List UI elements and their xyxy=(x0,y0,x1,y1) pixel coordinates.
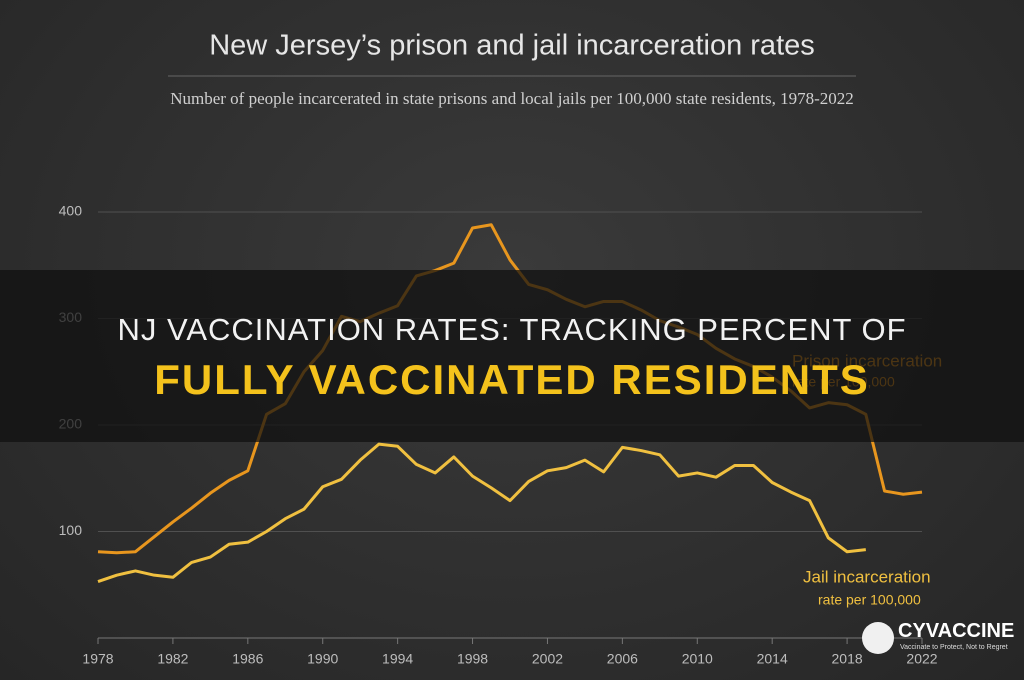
logo xyxy=(862,622,894,654)
brand: CYVACCINE xyxy=(898,620,1015,642)
series-line xyxy=(97,442,866,583)
x-tick-label: 2022 xyxy=(906,651,937,667)
tagline: Vaccinate to Protect, Not to Regret xyxy=(900,644,1008,651)
x-tick-label: 1986 xyxy=(232,651,263,667)
chart-title: New Jersey’s prison and jail incarcerati… xyxy=(209,30,815,62)
x-tick-label: 2002 xyxy=(532,651,563,667)
annotation: rate per 100,000 xyxy=(818,592,921,608)
annotation: Jail incarceration xyxy=(803,567,931,586)
y-tick-label: 100 xyxy=(59,522,83,538)
x-tick-label: 2006 xyxy=(607,651,638,667)
x-tick-label: 1978 xyxy=(82,651,113,667)
x-tick-label: 1990 xyxy=(307,651,338,667)
y-tick-label: 400 xyxy=(59,203,83,219)
x-tick-label: 2014 xyxy=(757,651,788,667)
chart-subtitle: Number of people incarcerated in state p… xyxy=(170,89,854,108)
watermark: CYVACCINE Vaccinate to Protect, Not to R… xyxy=(862,618,1022,662)
overlay-banner: NJ VACCINATION RATES: TRACKING PERCENT O… xyxy=(0,270,1024,442)
x-tick-label: 1998 xyxy=(457,651,488,667)
x-tick-label: 1982 xyxy=(157,651,188,667)
x-tick-label: 2018 xyxy=(832,651,863,667)
banner-headline: FULLY VACCINATED RESIDENTS xyxy=(154,356,870,403)
banner-line: NJ VACCINATION RATES: TRACKING PERCENT O… xyxy=(117,312,907,347)
x-tick-label: 1994 xyxy=(382,651,413,667)
x-tick-label: 2010 xyxy=(682,651,713,667)
